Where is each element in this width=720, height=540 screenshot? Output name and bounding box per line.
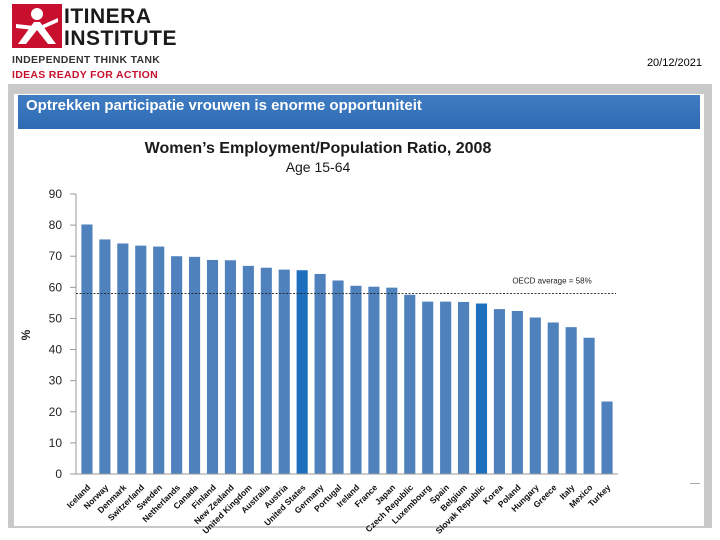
y-axis-label: % (19, 329, 33, 340)
bar (475, 303, 488, 474)
bar (404, 294, 416, 474)
y-tick-label: 70 (49, 249, 63, 263)
bar (296, 270, 308, 474)
divider (690, 483, 700, 484)
y-tick-label: 60 (49, 280, 63, 294)
y-tick-label: 50 (49, 311, 63, 325)
y-tick-label: 40 (49, 343, 63, 357)
bar (350, 285, 362, 474)
bar (386, 287, 398, 474)
logo-name-line2: INSTITUTE (64, 27, 177, 50)
logo-tagline: INDEPENDENT THINK TANK (12, 54, 161, 66)
reference-line-label: OECD average = 58% (512, 277, 591, 286)
bar (171, 256, 183, 474)
chart-subtitle: Age 15-64 (286, 159, 351, 175)
bar (153, 246, 165, 474)
itinera-logo: ITINERA INSTITUTE INDEPENDENT THINK TANK… (12, 4, 182, 84)
bar (81, 224, 93, 474)
bar (117, 243, 129, 474)
bar (565, 327, 577, 474)
bar (440, 301, 452, 474)
bar (368, 286, 380, 474)
oecd-average-line: OECD average = 58% (76, 277, 616, 294)
y-tick-label: 80 (49, 218, 63, 232)
y-tick-label: 20 (49, 405, 63, 419)
slide-title: Optrekken participatie vrouwen is enorme… (26, 97, 422, 114)
bar (458, 301, 470, 474)
y-tick-label: 0 (55, 467, 62, 481)
y-tick-label: 30 (49, 374, 63, 388)
bar (422, 301, 434, 474)
bar (529, 317, 541, 474)
slide-title-banner (18, 95, 700, 129)
y-tick-label: 10 (49, 436, 63, 450)
slide-date: 20/12/2021 (646, 57, 702, 69)
itinera-emblem-icon (12, 4, 62, 48)
bar (601, 401, 613, 474)
logo-name-line1: ITINERA (64, 5, 152, 28)
bar (206, 259, 219, 474)
bar (547, 322, 559, 474)
bar (493, 309, 505, 474)
bar (189, 256, 201, 474)
chart-title: Women’s Employment/Population Ratio, 200… (145, 140, 492, 157)
bar (278, 269, 290, 474)
logo-tagline-accent: IDEAS READY FOR ACTION (12, 69, 159, 81)
y-tick-label: 90 (49, 187, 63, 201)
bar (135, 245, 147, 474)
bar (314, 273, 326, 474)
x-axis: IcelandNorwayDenmarkSwitzerlandSwedenNet… (65, 473, 618, 536)
bar (260, 267, 272, 474)
y-axis: 0 10 20 30 40 50 60 70 80 90 (49, 187, 77, 481)
bar (224, 260, 236, 474)
bar (99, 239, 111, 474)
bar (332, 280, 344, 474)
bar (583, 337, 595, 474)
bar (242, 265, 254, 474)
bar (511, 310, 523, 474)
bar-series (81, 224, 613, 474)
